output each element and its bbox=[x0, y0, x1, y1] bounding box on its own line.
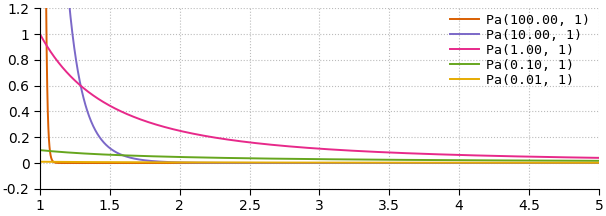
Pa(0.01, 1) bbox=[251, 161, 258, 164]
Line: Pa(0.10, 1): Pa(0.10, 1) bbox=[40, 150, 599, 161]
Pa(1.00, 1) bbox=[100, 101, 107, 103]
Pa(0.10, 1) bbox=[36, 149, 44, 151]
Pa(1.00, 1) bbox=[595, 157, 602, 159]
Line: Pa(0.01, 1): Pa(0.01, 1) bbox=[40, 162, 599, 163]
Pa(0.01, 1) bbox=[524, 161, 531, 164]
Pa(100.00, 1) bbox=[595, 162, 602, 164]
Pa(10.00, 1) bbox=[100, 141, 107, 144]
Pa(100.00, 1) bbox=[100, 162, 107, 164]
Line: Pa(100.00, 1): Pa(100.00, 1) bbox=[40, 0, 599, 163]
Pa(10.00, 1) bbox=[275, 162, 282, 164]
Pa(0.01, 1) bbox=[100, 161, 107, 164]
Pa(0.01, 1) bbox=[133, 161, 141, 164]
Pa(1.00, 1) bbox=[251, 142, 258, 144]
Pa(0.10, 1) bbox=[584, 159, 591, 162]
Pa(0.10, 1) bbox=[524, 159, 531, 162]
Pa(0.10, 1) bbox=[275, 157, 282, 160]
Pa(100.00, 1) bbox=[584, 162, 591, 164]
Pa(10.00, 1) bbox=[584, 162, 591, 164]
Pa(0.01, 1) bbox=[36, 160, 44, 163]
Pa(0.10, 1) bbox=[133, 154, 141, 157]
Pa(100.00, 1) bbox=[251, 162, 258, 164]
Pa(1.00, 1) bbox=[36, 33, 44, 35]
Line: Pa(10.00, 1): Pa(10.00, 1) bbox=[40, 0, 599, 163]
Pa(0.01, 1) bbox=[584, 162, 591, 164]
Pa(10.00, 1) bbox=[595, 162, 602, 164]
Pa(1.00, 1) bbox=[524, 155, 531, 158]
Pa(1.00, 1) bbox=[133, 117, 141, 119]
Pa(10.00, 1) bbox=[251, 162, 258, 164]
Pa(0.01, 1) bbox=[275, 161, 282, 164]
Line: Pa(1.00, 1): Pa(1.00, 1) bbox=[40, 34, 599, 158]
Pa(100.00, 1) bbox=[133, 162, 141, 164]
Pa(100.00, 1) bbox=[524, 162, 531, 164]
Pa(0.10, 1) bbox=[100, 153, 107, 156]
Pa(100.00, 1) bbox=[275, 162, 282, 164]
Legend: Pa(100.00, 1), Pa(10.00, 1), Pa(1.00, 1), Pa(0.10, 1), Pa(0.01, 1): Pa(100.00, 1), Pa(10.00, 1), Pa(1.00, 1)… bbox=[447, 11, 592, 89]
Pa(1.00, 1) bbox=[584, 156, 591, 159]
Pa(0.01, 1) bbox=[595, 162, 602, 164]
Pa(0.10, 1) bbox=[595, 160, 602, 162]
Pa(0.10, 1) bbox=[251, 157, 258, 160]
Pa(10.00, 1) bbox=[133, 158, 141, 160]
Pa(1.00, 1) bbox=[275, 144, 282, 147]
Pa(10.00, 1) bbox=[524, 162, 531, 164]
